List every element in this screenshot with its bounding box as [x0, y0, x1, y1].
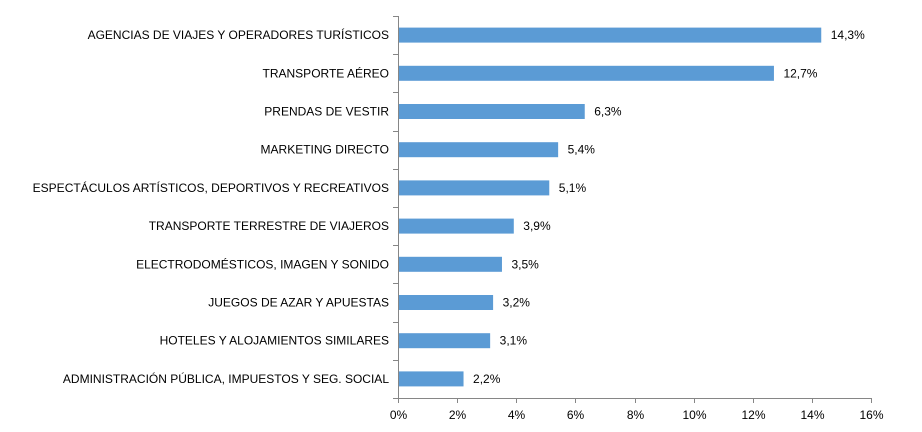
category-label: PRENDAS DE VESTIR	[264, 105, 389, 119]
x-tick-label: 6%	[567, 408, 585, 422]
value-label: 6,3%	[594, 105, 622, 119]
value-label: 3,1%	[500, 334, 528, 348]
value-label: 5,4%	[568, 143, 596, 157]
value-label: 3,2%	[503, 296, 531, 310]
bar	[398, 295, 494, 310]
value-label: 5,1%	[559, 181, 587, 195]
category-label: AGENCIAS DE VIAJES Y OPERADORES TURÍSTIC…	[88, 27, 389, 42]
value-label: 2,2%	[473, 372, 501, 386]
category-label: TRANSPORTE TERRESTRE DE VIAJEROS	[149, 219, 389, 233]
x-tick-label: 2%	[449, 408, 467, 422]
bar	[398, 371, 464, 387]
bar	[398, 180, 550, 196]
value-label: 3,9%	[523, 219, 551, 233]
x-tick-label: 8%	[627, 408, 645, 422]
x-ticks-group: 0% 2% 4% 6% 8% 10% 12% 14% 16%	[390, 16, 884, 422]
bars-group	[398, 27, 822, 387]
category-label: ADMINISTRACIÓN PÚBLICA, IMPUESTOS Y SEG.…	[63, 371, 389, 386]
category-label: MARKETING DIRECTO	[261, 143, 389, 157]
category-label: ESPECTÁCULOS ARTÍSTICOS, DEPORTIVOS Y RE…	[33, 180, 389, 195]
value-labels-group: 14,3% 12,7% 6,3% 5,4% 5,1% 3,9% 3,5% 3,2% 3,1% 2,…	[473, 28, 865, 386]
bar	[398, 65, 774, 81]
category-label: HOTELES Y ALOJAMIENTOS SIMILARES	[160, 334, 389, 348]
bar	[398, 256, 502, 272]
value-label: 14,3%	[831, 28, 865, 42]
x-tick-label: 10%	[682, 408, 706, 422]
bar	[398, 218, 514, 234]
x-tick-label: 4%	[508, 408, 526, 422]
category-label: JUEGOS DE AZAR Y APUESTAS	[208, 296, 389, 310]
bar	[398, 333, 491, 349]
value-label: 12,7%	[783, 66, 817, 80]
value-label: 3,5%	[511, 257, 539, 271]
category-label: TRANSPORTE AÉREO	[263, 65, 389, 80]
x-tick-label: 14%	[800, 408, 824, 422]
x-tick-label: 12%	[741, 408, 765, 422]
category-label: ELECTRODOMÉSTICOS, IMAGEN Y SONIDO	[136, 256, 389, 271]
bar	[398, 27, 822, 43]
bar	[398, 104, 585, 119]
bar	[398, 142, 559, 158]
x-tick-label: 0%	[390, 408, 408, 422]
x-tick-label: 16%	[859, 408, 883, 422]
category-labels-group: AGENCIAS DE VIAJES Y OPERADORES TURÍSTIC…	[33, 27, 390, 386]
